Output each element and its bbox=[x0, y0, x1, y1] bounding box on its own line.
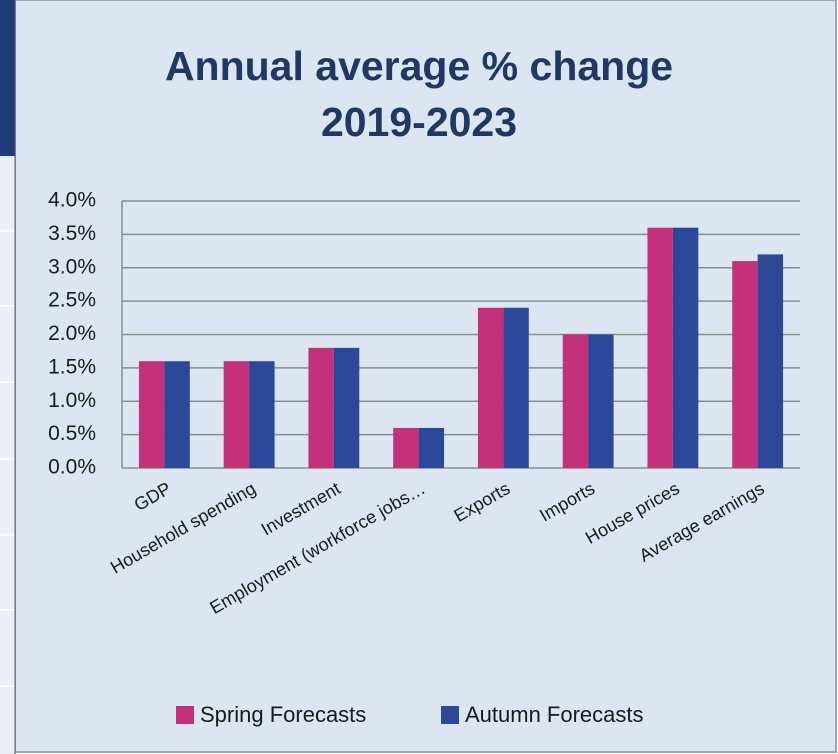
bar bbox=[333, 347, 360, 468]
chart-title: Annual average % change 2019-2023 bbox=[164, 43, 674, 145]
y-tick-label: 2.5% bbox=[48, 289, 96, 312]
side-strip bbox=[0, 0, 15, 156]
bar bbox=[393, 427, 419, 468]
bar bbox=[562, 334, 589, 468]
side-ticks bbox=[0, 230, 15, 687]
bar bbox=[757, 254, 784, 468]
y-tick-label: 0.0% bbox=[48, 456, 96, 479]
y-tick-label: 1.5% bbox=[48, 355, 96, 378]
y-tick-label: 3.0% bbox=[48, 255, 96, 278]
bar bbox=[138, 361, 165, 468]
bar bbox=[588, 334, 614, 468]
legend-swatch bbox=[441, 706, 459, 724]
bar bbox=[732, 261, 758, 468]
bar bbox=[477, 307, 504, 468]
legend-label: Spring Forecasts bbox=[200, 702, 366, 727]
y-tick-label: 4.0% bbox=[48, 189, 96, 212]
bar bbox=[164, 361, 190, 468]
legend-swatch bbox=[176, 706, 194, 724]
y-tick-label: 1.0% bbox=[48, 389, 96, 412]
bar bbox=[223, 361, 250, 468]
y-tick-label: 2.0% bbox=[48, 322, 96, 345]
bar bbox=[249, 361, 275, 468]
y-tick-label: 0.5% bbox=[48, 422, 96, 445]
bar bbox=[308, 347, 334, 468]
bar bbox=[647, 227, 673, 468]
y-tick-label: 3.5% bbox=[48, 222, 96, 245]
legend-label: Autumn Forecasts bbox=[465, 702, 644, 727]
bar bbox=[503, 307, 529, 468]
bar bbox=[418, 427, 445, 468]
bar bbox=[672, 227, 699, 468]
side-panel bbox=[0, 156, 15, 754]
